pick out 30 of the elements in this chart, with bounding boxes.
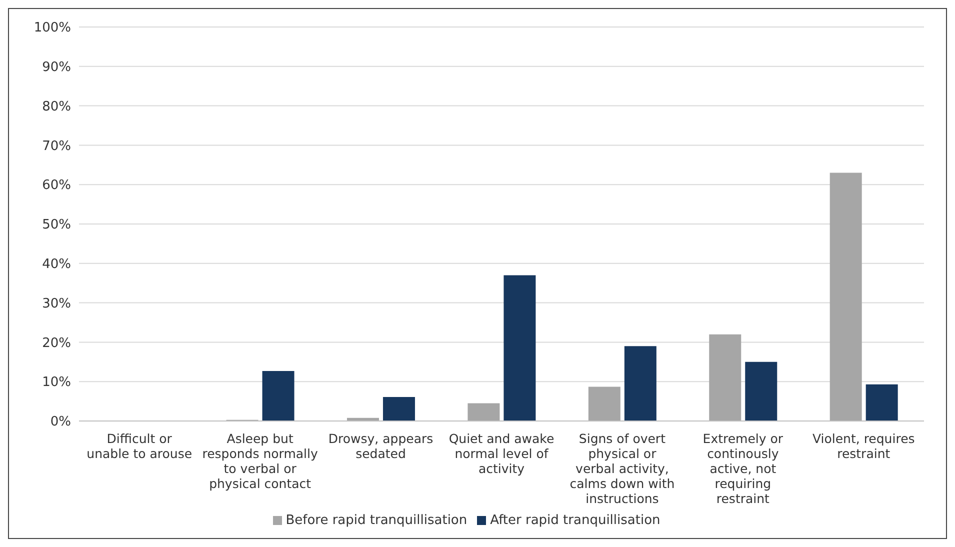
legend-label: After rapid tranquillisation (490, 513, 660, 528)
x-tick-label: Violent, requires restraint (812, 431, 915, 461)
bar (382, 396, 415, 421)
y-tick-label: 30% (42, 296, 71, 312)
y-tick-label: 60% (42, 178, 71, 194)
x-tick-label: Signs of overt physical or verbal activity, calms down with instructions (570, 431, 675, 506)
bar (468, 403, 500, 421)
bar (588, 386, 620, 421)
x-tick-label: Drowsy, appears sedated (328, 431, 434, 461)
bar (624, 346, 656, 421)
y-tick-label: 20% (42, 336, 71, 351)
legend-label: Before rapid tranquillisation (286, 513, 468, 528)
y-tick-label: 50% (42, 218, 71, 233)
bar (745, 362, 778, 421)
y-tick-label: 70% (42, 138, 71, 154)
y-tick-label: 0% (50, 414, 71, 430)
x-tick-label: Quiet and awake normal level of activity (448, 431, 554, 476)
y-tick-label: 90% (42, 60, 71, 76)
bar (866, 384, 898, 421)
x-tick-label: Difficult or unable to arouse (86, 431, 192, 461)
y-tick-label: 100% (34, 20, 71, 36)
x-tick-label: Asleep but responds normally to verbal or physical contact (202, 431, 318, 491)
bar (830, 172, 862, 421)
bar (504, 275, 536, 421)
y-tick-label: 40% (42, 257, 71, 272)
y-tick-label: 10% (42, 375, 71, 390)
y-tick-label: 80% (42, 99, 71, 114)
x-tick-label: Extremely or continously active, not requiring restraint (702, 431, 784, 506)
bar (262, 370, 294, 421)
bar (709, 334, 742, 421)
